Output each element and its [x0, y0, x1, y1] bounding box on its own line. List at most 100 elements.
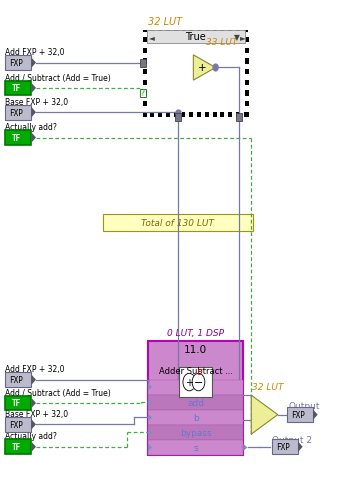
FancyBboxPatch shape — [5, 396, 31, 410]
Bar — [143, 91, 147, 97]
Polygon shape — [193, 56, 216, 81]
FancyBboxPatch shape — [147, 30, 245, 43]
Bar — [224, 30, 228, 36]
FancyBboxPatch shape — [148, 410, 244, 425]
Text: TF: TF — [12, 442, 21, 451]
Bar — [193, 113, 197, 118]
Bar — [166, 113, 170, 118]
FancyBboxPatch shape — [148, 395, 244, 410]
Text: Actually add?: Actually add? — [5, 431, 57, 441]
Bar — [245, 38, 248, 43]
Text: bypass: bypass — [180, 428, 211, 437]
FancyBboxPatch shape — [5, 440, 31, 454]
Polygon shape — [31, 398, 36, 408]
Text: Add FXP + 32,0: Add FXP + 32,0 — [5, 365, 64, 373]
Bar — [216, 113, 220, 118]
Bar — [143, 97, 147, 102]
Bar — [201, 113, 205, 118]
Text: ?: ? — [141, 89, 145, 98]
FancyBboxPatch shape — [5, 372, 31, 387]
Bar — [143, 113, 147, 118]
Bar — [182, 30, 185, 36]
Polygon shape — [31, 375, 36, 385]
FancyBboxPatch shape — [148, 425, 244, 440]
FancyBboxPatch shape — [179, 367, 213, 397]
Text: Output: Output — [288, 402, 320, 410]
Bar — [197, 30, 201, 36]
Bar — [193, 30, 197, 36]
Bar — [245, 70, 248, 75]
Bar — [189, 113, 193, 118]
Bar — [220, 30, 224, 36]
Bar — [224, 113, 228, 118]
Text: Add / Subtract (Add = True): Add / Subtract (Add = True) — [5, 388, 111, 397]
Bar — [178, 113, 182, 118]
Bar — [220, 113, 224, 118]
Text: FXP: FXP — [10, 108, 23, 118]
Bar — [205, 30, 209, 36]
Bar — [162, 113, 166, 118]
Text: Adder Subtract ...: Adder Subtract ... — [159, 366, 233, 375]
Text: −: − — [194, 377, 203, 387]
Bar — [182, 113, 185, 118]
Bar — [143, 75, 147, 81]
Bar — [244, 113, 247, 118]
Text: Output 2: Output 2 — [272, 435, 312, 444]
Circle shape — [213, 65, 218, 72]
FancyBboxPatch shape — [287, 407, 313, 422]
Text: ◄: ◄ — [149, 33, 155, 41]
Bar — [185, 30, 189, 36]
Bar — [205, 113, 209, 118]
Bar — [147, 113, 151, 118]
Bar — [143, 54, 147, 59]
FancyBboxPatch shape — [5, 417, 31, 432]
Text: FXP: FXP — [10, 59, 23, 68]
Text: a: a — [193, 383, 198, 392]
Bar — [213, 113, 216, 118]
Bar — [170, 30, 174, 36]
Bar — [143, 32, 147, 38]
Bar — [244, 30, 247, 36]
Bar — [213, 30, 216, 36]
Bar — [228, 30, 232, 36]
Polygon shape — [313, 410, 318, 420]
Bar — [143, 38, 147, 43]
Bar — [143, 30, 147, 36]
Text: ►: ► — [240, 33, 246, 41]
Bar — [228, 113, 232, 118]
Polygon shape — [148, 429, 152, 436]
FancyBboxPatch shape — [236, 114, 242, 122]
FancyBboxPatch shape — [175, 114, 181, 122]
FancyBboxPatch shape — [103, 214, 253, 232]
Text: 33 LUT: 33 LUT — [206, 38, 238, 46]
Bar — [155, 113, 158, 118]
Bar — [245, 48, 248, 54]
Circle shape — [183, 373, 196, 391]
Bar — [143, 102, 147, 107]
Bar — [216, 30, 220, 36]
Polygon shape — [148, 399, 152, 406]
Text: TF: TF — [12, 134, 21, 142]
Text: 11.0: 11.0 — [184, 345, 207, 355]
Bar — [185, 113, 189, 118]
Polygon shape — [148, 384, 152, 391]
Bar — [245, 32, 248, 38]
Bar — [201, 30, 205, 36]
Bar — [151, 113, 155, 118]
Text: ▼: ▼ — [234, 33, 240, 41]
Polygon shape — [244, 444, 247, 451]
Bar — [143, 64, 147, 70]
Bar — [174, 30, 178, 36]
Text: Total of 130 LUT: Total of 130 LUT — [141, 219, 215, 227]
Bar — [143, 70, 147, 75]
Text: +: + — [198, 62, 207, 72]
FancyBboxPatch shape — [148, 380, 244, 395]
Bar — [236, 113, 240, 118]
Bar — [245, 81, 248, 86]
Text: b: b — [193, 413, 199, 422]
Text: 0 LUT, 1 DSP: 0 LUT, 1 DSP — [167, 328, 224, 337]
Text: s: s — [193, 443, 198, 452]
Bar — [209, 113, 213, 118]
Polygon shape — [148, 444, 152, 451]
FancyBboxPatch shape — [148, 440, 244, 455]
